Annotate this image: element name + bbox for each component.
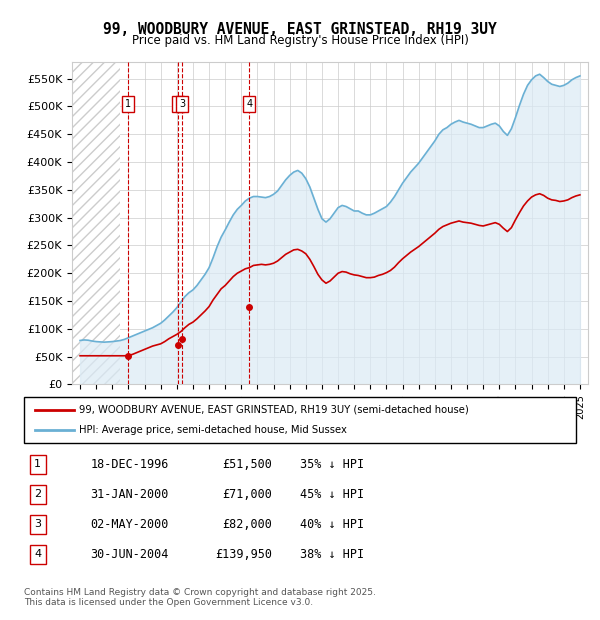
Text: £139,950: £139,950: [215, 547, 272, 560]
Text: 1: 1: [125, 99, 131, 108]
Bar: [72, 62, 121, 384]
Text: 38% ↓ HPI: 38% ↓ HPI: [300, 547, 364, 560]
Text: 1: 1: [34, 459, 41, 469]
Text: 2: 2: [34, 489, 41, 499]
FancyBboxPatch shape: [24, 397, 576, 443]
Text: Price paid vs. HM Land Registry's House Price Index (HPI): Price paid vs. HM Land Registry's House …: [131, 34, 469, 47]
Text: £51,500: £51,500: [223, 458, 272, 471]
Text: £82,000: £82,000: [223, 518, 272, 531]
Text: 35% ↓ HPI: 35% ↓ HPI: [300, 458, 364, 471]
Text: 4: 4: [247, 99, 253, 108]
Text: 4: 4: [34, 549, 41, 559]
Text: 3: 3: [34, 519, 41, 529]
Text: 3: 3: [179, 99, 185, 108]
Text: 40% ↓ HPI: 40% ↓ HPI: [300, 518, 364, 531]
Text: 2: 2: [175, 99, 181, 108]
Text: 99, WOODBURY AVENUE, EAST GRINSTEAD, RH19 3UY (semi-detached house): 99, WOODBURY AVENUE, EAST GRINSTEAD, RH1…: [79, 405, 469, 415]
Text: Contains HM Land Registry data © Crown copyright and database right 2025.: Contains HM Land Registry data © Crown c…: [24, 588, 376, 597]
Text: 99, WOODBURY AVENUE, EAST GRINSTEAD, RH19 3UY: 99, WOODBURY AVENUE, EAST GRINSTEAD, RH1…: [103, 22, 497, 37]
Text: 18-DEC-1996: 18-DEC-1996: [90, 458, 169, 471]
Text: 30-JUN-2004: 30-JUN-2004: [90, 547, 169, 560]
Text: £71,000: £71,000: [223, 488, 272, 500]
Text: This data is licensed under the Open Government Licence v3.0.: This data is licensed under the Open Gov…: [24, 598, 313, 607]
Text: 02-MAY-2000: 02-MAY-2000: [90, 518, 169, 531]
Text: HPI: Average price, semi-detached house, Mid Sussex: HPI: Average price, semi-detached house,…: [79, 425, 347, 435]
Text: 45% ↓ HPI: 45% ↓ HPI: [300, 488, 364, 500]
Text: 31-JAN-2000: 31-JAN-2000: [90, 488, 169, 500]
